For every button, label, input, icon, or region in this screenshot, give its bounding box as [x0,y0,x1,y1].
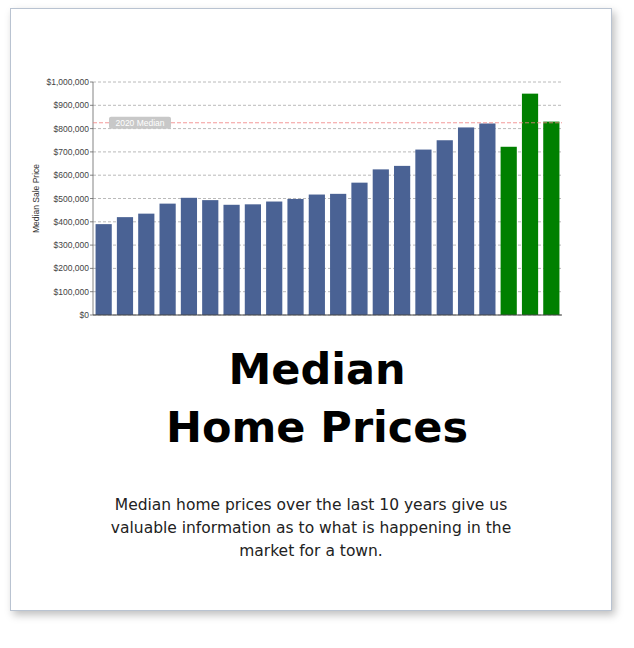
chart: $0 $100,000 $200,000 $300,000 $400,000 $500,0… [0,0,634,340]
bar [117,217,133,315]
bar [501,147,517,315]
bar [138,214,154,315]
bar [522,94,538,315]
tick-mark [90,291,93,292]
title: Median Home Prices [0,340,634,456]
bar [309,195,325,315]
tick-label: $400,000 [54,217,90,227]
annotation-box [109,117,171,129]
annotation-label: 2020 Median [115,118,164,128]
bar [458,127,474,315]
tick-mark [90,245,93,246]
bars [93,94,562,315]
bar [245,204,261,315]
description: Median home prices over the last 10 year… [81,494,541,563]
bar [373,169,389,315]
tick-mark [90,268,93,269]
tick-mark [90,198,93,199]
tick-label: $900,000 [54,100,90,110]
bar [223,205,239,315]
bar [394,166,410,315]
bar [202,200,218,315]
tick-label: $600,000 [54,170,90,180]
tick-mark [90,315,93,316]
grid-line [93,105,562,106]
y-axis-label: Median Sale Price [31,164,41,233]
grid-line [93,315,562,316]
bar [351,183,367,315]
bar [287,199,303,315]
tick-mark [90,82,93,83]
tick-mark [90,221,93,222]
tick-label: $800,000 [54,124,90,134]
bar [181,198,197,315]
tick-mark [90,105,93,106]
bar [437,140,453,315]
bar [415,150,431,315]
tick-label: $1,000,000 [46,77,89,87]
tick-label: $300,000 [54,240,90,250]
grid-line [93,82,562,83]
tick-mark [90,175,93,176]
bar [479,123,495,315]
tick-mark [90,128,93,129]
tick-label: $500,000 [54,194,90,204]
tick-label: $700,000 [54,147,90,157]
tick-mark [90,151,93,152]
bar [160,204,176,315]
bar [266,202,282,315]
x-axis [93,315,562,316]
y-axis [93,82,94,315]
tick-label: $200,000 [54,263,90,273]
bar [96,224,112,315]
bar [543,122,559,315]
tick-label: $0 [80,310,90,320]
tick-label: $100,000 [54,287,90,297]
bar [330,194,346,315]
